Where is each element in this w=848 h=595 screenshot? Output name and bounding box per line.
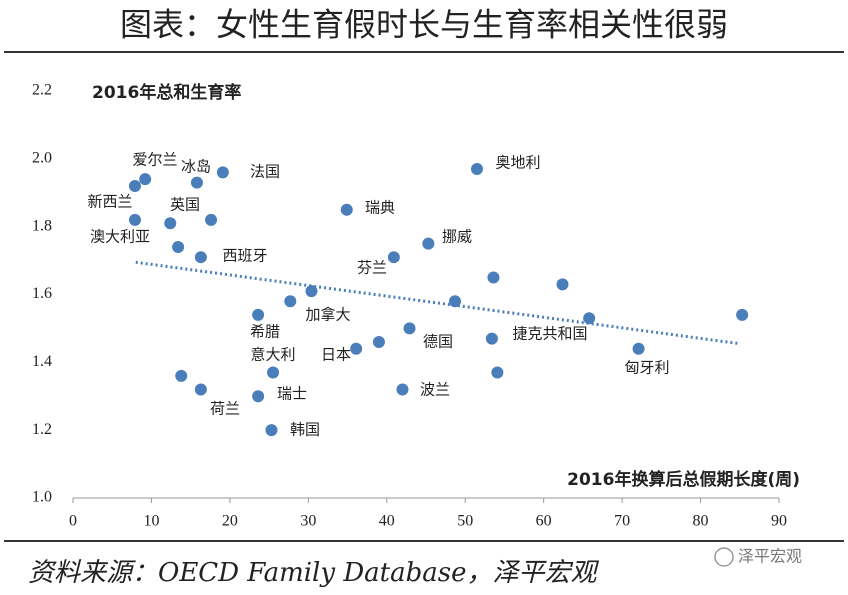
point-label: 捷克共和国	[512, 325, 587, 343]
point-label: 奥地利	[495, 154, 540, 172]
point	[216, 166, 229, 179]
point	[396, 383, 409, 396]
point-label: 法国	[250, 163, 280, 181]
point	[194, 251, 207, 264]
point	[485, 332, 498, 345]
point	[128, 213, 141, 226]
point	[265, 424, 278, 437]
point	[491, 366, 504, 379]
point-label: 意大利	[250, 346, 295, 364]
point-label: 瑞士	[277, 385, 307, 403]
point-label: 英国	[170, 196, 200, 214]
point-label: 西班牙	[222, 247, 267, 265]
point	[632, 342, 645, 355]
point-label: 瑞典	[365, 199, 395, 217]
point	[449, 295, 462, 308]
y-tick-label: 1.6	[32, 285, 52, 302]
point-label: 挪威	[442, 228, 472, 246]
point-label: 新西兰	[87, 193, 132, 211]
page-title: 图表：女性生育假时长与生育率相关性很弱	[120, 6, 728, 44]
x-tick-label: 50	[457, 513, 473, 530]
x-tick-label: 10	[143, 513, 159, 530]
point-label: 荷兰	[210, 400, 240, 418]
point	[252, 308, 265, 321]
point	[128, 179, 141, 192]
point	[284, 295, 297, 308]
watermark-icon	[714, 547, 734, 567]
trend-line	[135, 260, 740, 346]
x-tick-label: 30	[300, 513, 316, 530]
point-label: 匈牙利	[624, 359, 669, 377]
point	[205, 213, 218, 226]
point	[372, 335, 385, 348]
point-label: 韩国	[290, 421, 320, 439]
point	[252, 390, 265, 403]
y-tick-label: 2.2	[32, 82, 52, 99]
point	[422, 237, 435, 250]
y-tick-label: 1.0	[32, 489, 52, 506]
y-tick-label: 1.2	[32, 421, 52, 438]
point	[175, 369, 188, 382]
y-tick-label: 2.0	[32, 150, 52, 167]
x-tick-label: 20	[222, 513, 238, 530]
point-label: 德国	[423, 333, 453, 351]
point	[487, 271, 500, 284]
x-tick-label: 0	[69, 513, 77, 530]
source: 资料来源：OECD Family Database，泽平宏观	[28, 558, 599, 588]
watermark: 泽平宏观	[738, 547, 802, 566]
point-label: 希腊	[250, 323, 280, 341]
y-tick-label: 1.8	[32, 217, 52, 234]
point	[340, 203, 353, 216]
point	[403, 322, 416, 335]
point	[583, 312, 596, 325]
point	[139, 173, 152, 186]
point	[164, 217, 177, 230]
point	[190, 176, 203, 189]
x-axis-title: 2016年换算后总假期长度(周)	[567, 469, 800, 490]
point-label: 芬兰	[357, 259, 387, 277]
x-tick-label: 40	[379, 513, 395, 530]
x-tick-label: 80	[693, 513, 709, 530]
point	[350, 342, 363, 355]
point-label: 加拿大	[305, 306, 350, 324]
y-tick-label: 1.4	[32, 353, 52, 370]
x-tick-label: 70	[614, 513, 630, 530]
point-label: 日本	[321, 346, 351, 364]
point	[736, 308, 749, 321]
point-label: 冰岛	[181, 158, 211, 176]
x-tick-label: 90	[771, 513, 787, 530]
point	[387, 251, 400, 264]
point	[267, 366, 280, 379]
point	[470, 163, 483, 176]
x-tick-label: 60	[536, 513, 552, 530]
point-label: 波兰	[420, 381, 450, 399]
y-axis-title: 2016年总和生育率	[92, 82, 241, 103]
point	[172, 241, 185, 254]
point	[556, 278, 569, 291]
point	[305, 285, 318, 298]
point	[194, 383, 207, 396]
point-label: 澳大利亚	[90, 228, 150, 246]
point-label: 爱尔兰	[132, 151, 177, 169]
